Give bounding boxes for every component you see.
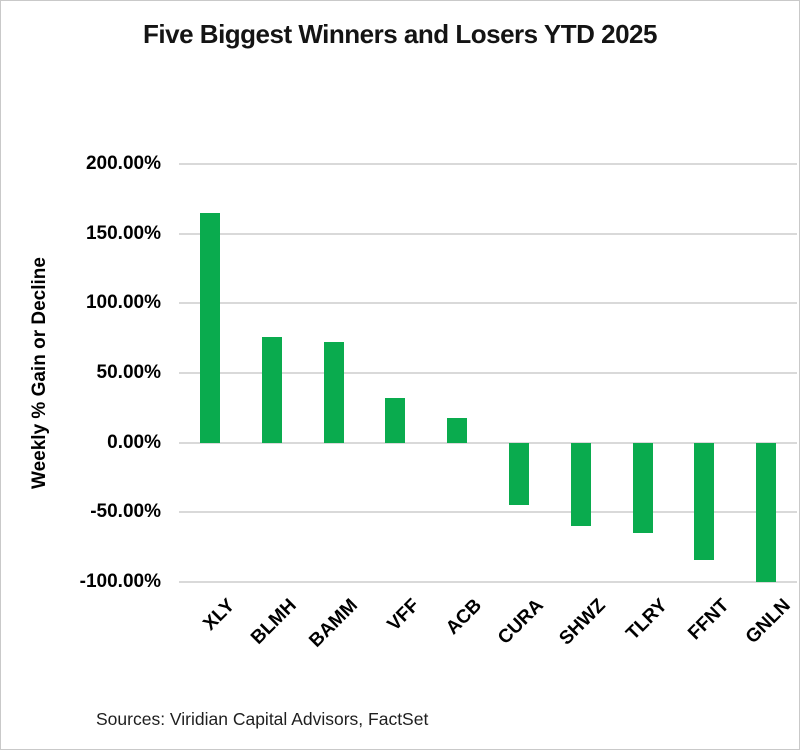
y-tick-label: 200.00% — [85, 153, 161, 174]
y-tick-label: 0.00% — [107, 431, 161, 453]
gridline — [179, 581, 797, 583]
bar-shwz — [570, 442, 591, 527]
bar-ffnt — [694, 442, 715, 560]
bar-bamm — [323, 342, 344, 443]
gridline — [179, 232, 797, 235]
bar-xly — [199, 212, 220, 443]
x-category-label-acb: ACB — [441, 595, 486, 639]
x-category-label-xly: XLY — [199, 595, 239, 635]
y-tick-label: 100.00% — [85, 292, 161, 314]
gridline — [179, 372, 797, 374]
y-tick-label: 50.00% — [96, 362, 161, 383]
source-note: Sources: Viridian Capital Advisors, Fact… — [96, 709, 429, 729]
bar-acb — [447, 417, 468, 443]
x-category-label-tlry: TLRY — [621, 595, 672, 645]
y-tick-label: 150.00% — [85, 222, 161, 244]
y-tick-label: -100.00% — [79, 571, 161, 592]
gridline — [179, 511, 797, 514]
gridline — [179, 163, 797, 165]
bar-blmh — [261, 336, 282, 443]
x-category-label-ffnt: FFNT — [683, 595, 734, 645]
x-category-label-vff: VFF — [383, 595, 425, 636]
x-category-label-shwz: SHWZ — [555, 595, 610, 650]
bar-vff — [385, 398, 406, 443]
y-tick-label: -50.00% — [90, 501, 161, 523]
gridline — [179, 302, 797, 305]
gridline — [179, 441, 797, 444]
x-category-label-gnln: GNLN — [742, 595, 795, 648]
bar-tlry — [632, 442, 653, 534]
bar-cura — [508, 442, 529, 506]
x-category-label-blmh: BLMH — [246, 595, 301, 649]
plot-area — [179, 163, 797, 583]
x-category-label-bamm: BAMM — [305, 595, 363, 652]
x-category-label-cura: CURA — [494, 595, 548, 649]
bar-gnln — [756, 442, 777, 582]
chart-title: Five Biggest Winners and Losers YTD 2025 — [143, 19, 657, 49]
